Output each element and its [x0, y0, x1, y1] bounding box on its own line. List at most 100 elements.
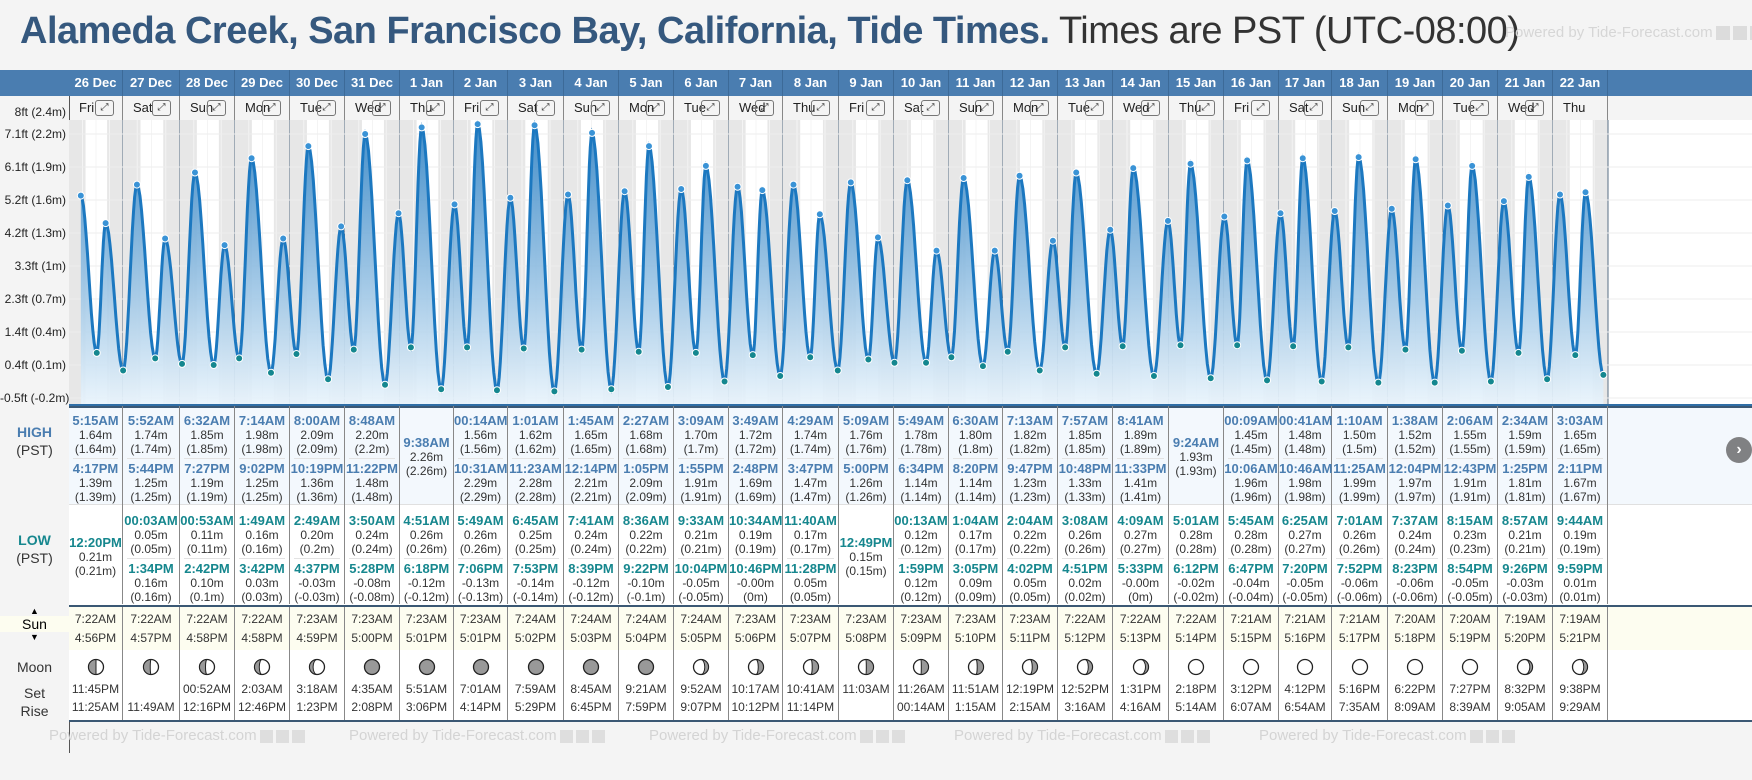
divider [1502, 458, 1548, 459]
expand-icon[interactable]: ⤢ [1360, 100, 1379, 116]
expand-icon[interactable]: ⤢ [755, 100, 774, 116]
low-tide-point [1061, 343, 1070, 352]
next-arrow-button[interactable]: › [1726, 437, 1752, 463]
powered-by-footer[interactable]: Powered by Tide-Forecast.com [1259, 727, 1515, 744]
date-label: 21 Jan [1498, 70, 1553, 96]
expand-icon[interactable]: ⤢ [921, 100, 940, 116]
high-tide-time: 2:48PM [732, 461, 779, 476]
high-tide-point [701, 161, 710, 170]
low-tide-time: 7:37AM [1391, 513, 1439, 528]
low-tide-time: 5:28PM [349, 561, 395, 576]
powered-by-link[interactable]: Powered by Tide-Forecast.com [1505, 24, 1752, 41]
row-label-high: HIGH [17, 424, 52, 440]
high-tide-time: 1:45AM [567, 413, 615, 428]
high-tide-point [990, 246, 999, 255]
expand-icon[interactable]: ⤢ [1085, 100, 1104, 116]
high-tide-point [1048, 236, 1057, 245]
high-tide-height: 2.26m [409, 450, 444, 464]
low-tide-time: 3:42PM [239, 561, 285, 576]
sunrise-time: 7:24AM [680, 612, 722, 626]
high-tide-height-alt: (1.89m) [1119, 442, 1162, 456]
high-tide-point [677, 185, 686, 193]
logo-icon [1715, 26, 1730, 41]
expand-icon[interactable]: ⤢ [975, 100, 994, 116]
sunset-time: 5:05PM [680, 631, 722, 645]
high-tide-height: 1.19m [190, 476, 224, 490]
high-tide-height-alt: (1.25m) [241, 490, 283, 504]
low-tide-height: -0.03m [298, 576, 336, 590]
expand-icon[interactable]: ⤢ [152, 100, 171, 116]
moon-cell: 12:19PM 2:15AM [1003, 650, 1058, 720]
moon-phase-icon [857, 658, 875, 676]
low-tide-height-alt: (0.15m) [845, 564, 887, 578]
sun-cell: 7:23AM 5:11PM [1003, 607, 1058, 650]
sunset-time: 5:04PM [625, 631, 667, 645]
high-tide-time: 6:34PM [898, 461, 944, 476]
powered-by-footer[interactable]: Powered by Tide-Forecast.com [49, 727, 305, 744]
high-tide-cell: 2:27AM 1.68m (1.68m) 1:05PM 2.09m (2.09m) 8:36… [619, 406, 674, 604]
expand-icon[interactable]: ⤢ [1415, 100, 1434, 116]
high-tide-time: 8:48AM [348, 413, 396, 428]
low-tide: 9:26PM -0.03m (-0.03m) [1498, 562, 1552, 605]
low-tide-height-alt: (0.12m) [900, 590, 942, 604]
moonrise-time: 11:14PM [786, 700, 835, 714]
sunrise-time: 7:23AM [845, 612, 887, 626]
powered-by-footer[interactable]: Powered by Tide-Forecast.com [349, 727, 605, 744]
low-tide-point [1401, 345, 1410, 354]
divider [239, 558, 285, 559]
expand-icon[interactable]: ⤢ [207, 100, 226, 116]
expand-icon[interactable]: ⤢ [95, 100, 114, 116]
expand-icon[interactable]: ⤢ [1141, 100, 1160, 116]
expand-icon[interactable]: ⤢ [1470, 100, 1489, 116]
expand-icon[interactable]: ⤢ [1030, 100, 1049, 116]
high-tide-height-alt: (1.52m) [1394, 442, 1436, 456]
y-tick-label: 2.3ft (0.7m) [4, 292, 66, 306]
expand-icon[interactable]: ⤢ [426, 100, 445, 116]
high-tide-time: 3:47PM [787, 461, 834, 476]
expand-icon[interactable]: ⤢ [866, 100, 885, 116]
sunset-time: 5:07PM [789, 631, 832, 645]
low-tide-point [1430, 378, 1439, 387]
weekday-label: Sat [518, 100, 538, 115]
low-tide-time: 4:02PM [1007, 561, 1053, 576]
expand-icon[interactable]: ⤢ [811, 100, 830, 116]
weekday-label: Mon [1398, 100, 1424, 115]
low-tide-height: 0.20m [300, 528, 334, 542]
moon-cell: 7:59AM 5:29PM [508, 650, 564, 720]
high-tide-height-alt: (1.64m) [74, 442, 117, 456]
sunrise-time: 7:21AM [1284, 612, 1326, 626]
high-tide-point [220, 241, 229, 250]
expand-icon[interactable]: ⤢ [262, 100, 281, 116]
high-tide: 00:09AM 1.45m (1.45m) [1224, 414, 1278, 457]
divider [1502, 558, 1548, 559]
expand-icon[interactable]: ⤢ [591, 100, 610, 116]
expand-icon[interactable]: ⤢ [1304, 100, 1323, 116]
expand-icon[interactable]: ⤢ [480, 100, 499, 116]
date-label: 7 Jan [729, 70, 783, 96]
expand-icon[interactable]: ⤢ [1251, 100, 1270, 116]
low-tide-point [1457, 346, 1466, 355]
sun-cell: 7:23AM 5:01PM [400, 607, 454, 650]
expand-icon[interactable]: ⤢ [317, 100, 336, 116]
high-tide-height-alt: (1.96m) [1230, 490, 1272, 504]
high-tide-point [394, 209, 403, 218]
sunrise-time: 7:23AM [789, 612, 832, 626]
low-tide-point [266, 368, 275, 377]
weekday-cell: Sun ⤢ [180, 96, 235, 120]
high-tide-height-alt: (1.14m) [900, 490, 942, 504]
low-tide-height-alt: (-0.08m) [349, 590, 395, 604]
expand-icon[interactable]: ⤢ [372, 100, 391, 116]
powered-by-footer[interactable]: Powered by Tide-Forecast.com [954, 727, 1210, 744]
low-tide: 4:51PM 0.02m (0.02m) [1058, 562, 1112, 605]
expand-icon[interactable]: ⤢ [536, 100, 555, 116]
powered-by-footer[interactable]: Powered by Tide-Forecast.com [649, 727, 905, 744]
sunrise-time: 7:23AM [1009, 612, 1051, 626]
low-tide-height: 0.17m [793, 528, 828, 542]
high-tide-time: 5:00PM [843, 461, 889, 476]
expand-icon[interactable]: ⤢ [1196, 100, 1215, 116]
moon-phase-icon [1571, 658, 1589, 676]
expand-icon[interactable]: ⤢ [701, 100, 720, 116]
expand-icon[interactable]: ⤢ [646, 100, 665, 116]
weekday-label: Tue [684, 100, 706, 115]
expand-icon[interactable]: ⤢ [1525, 100, 1544, 116]
